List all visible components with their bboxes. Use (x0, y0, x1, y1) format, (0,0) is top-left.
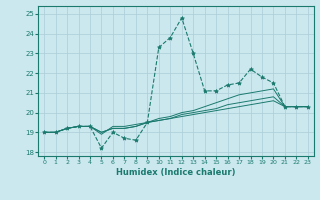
X-axis label: Humidex (Indice chaleur): Humidex (Indice chaleur) (116, 168, 236, 177)
